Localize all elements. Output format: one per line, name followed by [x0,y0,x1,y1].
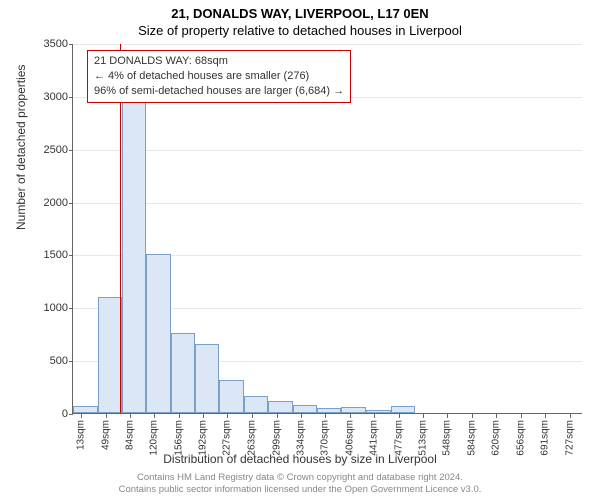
y-tick-label: 500 [50,355,68,367]
x-tick-label: 584sqm [466,420,477,456]
x-tick-label: 370sqm [320,420,331,456]
x-tick-label: 263sqm [247,420,258,456]
histogram-bar [122,91,147,413]
info-line-2: ← 4% of detached houses are smaller (276… [94,69,344,84]
x-tick-label: 727sqm [564,420,575,456]
x-tick-label: 192sqm [198,420,209,456]
histogram-bar [195,344,220,413]
y-tick-label: 3500 [44,38,68,50]
x-tick-label: 84sqm [124,420,135,450]
y-tick-label: 2000 [44,197,68,209]
histogram-bar [268,401,293,413]
x-axis-label: Distribution of detached houses by size … [0,452,600,466]
histogram-bar [244,396,268,413]
x-tick-label: 227sqm [222,420,233,456]
histogram-bar [317,408,341,413]
footer-line-2: Contains public sector information licen… [0,484,600,496]
histogram-bar [98,297,122,413]
x-tick-label: 620sqm [491,420,502,456]
footer-line-1: Contains HM Land Registry data © Crown c… [0,472,600,484]
y-tick-label: 1000 [44,302,68,314]
x-tick-label: 513sqm [418,420,429,456]
x-tick-label: 49sqm [100,420,111,450]
histogram-bar [146,254,171,413]
x-tick-label: 156sqm [173,420,184,456]
histogram-bar [391,406,415,413]
x-tick-label: 334sqm [295,420,306,456]
attribution-footer: Contains HM Land Registry data © Crown c… [0,472,600,496]
x-tick-label: 441sqm [368,420,379,456]
gridline [73,44,582,45]
histogram-bar [293,405,318,413]
x-tick-label: 691sqm [540,420,551,456]
x-tick-label: 548sqm [442,420,453,456]
info-box: 21 DONALDS WAY: 68sqm ← 4% of detached h… [87,50,351,103]
y-tick-label: 3000 [44,91,68,103]
x-tick-label: 477sqm [393,420,404,456]
x-tick-label: 656sqm [516,420,527,456]
histogram-bar [219,380,244,413]
y-tick-label: 2500 [44,144,68,156]
histogram-plot: 21 DONALDS WAY: 68sqm ← 4% of detached h… [72,44,582,414]
y-ticks: 0500100015002000250030003500 [0,44,72,414]
histogram-bar [341,407,366,413]
gridline [73,150,582,151]
x-ticks: 13sqm 49sqm 84sqm 120sqm 156sqm 192sqm 227sqm 2… [72,414,582,456]
title-sub: Size of property relative to detached ho… [0,21,600,38]
gridline [73,203,582,204]
y-tick-label: 1500 [44,249,68,261]
y-tick-label: 0 [62,408,68,420]
x-tick-label: 406sqm [344,420,355,456]
info-line-1: 21 DONALDS WAY: 68sqm [94,54,344,69]
histogram-bar [171,333,195,413]
info-line-3: 96% of semi-detached houses are larger (… [94,84,344,99]
histogram-bar [366,410,391,413]
x-tick-label: 120sqm [149,420,160,456]
title-main: 21, DONALDS WAY, LIVERPOOL, L17 0EN [0,0,600,21]
x-tick-label: 299sqm [271,420,282,456]
x-tick-label: 13sqm [75,420,86,450]
histogram-bar [73,406,98,413]
